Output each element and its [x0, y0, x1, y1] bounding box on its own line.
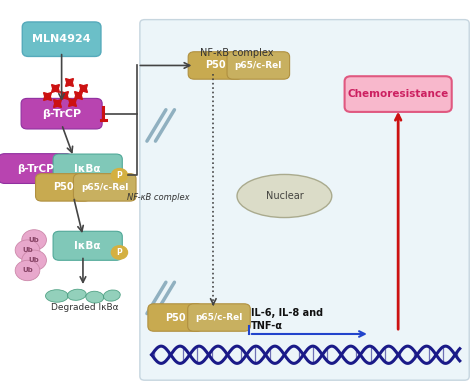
- Text: Degraded IκBα: Degraded IκBα: [51, 303, 118, 312]
- FancyBboxPatch shape: [148, 304, 203, 331]
- FancyBboxPatch shape: [73, 174, 136, 201]
- Text: P50: P50: [53, 182, 73, 192]
- FancyBboxPatch shape: [21, 98, 102, 129]
- Text: p65/c-Rel: p65/c-Rel: [235, 61, 282, 70]
- FancyBboxPatch shape: [53, 231, 122, 260]
- Text: p65/c-Rel: p65/c-Rel: [81, 183, 128, 192]
- Circle shape: [111, 169, 128, 182]
- Ellipse shape: [237, 174, 332, 218]
- FancyBboxPatch shape: [22, 22, 101, 56]
- Ellipse shape: [46, 290, 68, 302]
- FancyBboxPatch shape: [53, 154, 122, 183]
- Text: Ub: Ub: [22, 267, 33, 274]
- Text: NF-κB complex: NF-κB complex: [200, 48, 274, 58]
- FancyBboxPatch shape: [227, 52, 290, 79]
- Text: Chemoresistance: Chemoresistance: [347, 89, 449, 99]
- Circle shape: [22, 250, 46, 270]
- Text: NF-κB complex: NF-κB complex: [127, 194, 190, 202]
- Text: IL-6, IL-8 and
TNF-α: IL-6, IL-8 and TNF-α: [251, 308, 323, 331]
- Text: Ub: Ub: [29, 257, 39, 263]
- Text: Ub: Ub: [29, 237, 39, 243]
- Text: β-TrCP: β-TrCP: [17, 163, 54, 174]
- Text: p65/c-Rel: p65/c-Rel: [195, 313, 243, 322]
- FancyBboxPatch shape: [36, 174, 91, 201]
- FancyBboxPatch shape: [188, 304, 250, 331]
- FancyBboxPatch shape: [345, 76, 452, 112]
- FancyBboxPatch shape: [188, 52, 243, 79]
- Circle shape: [22, 230, 46, 250]
- FancyBboxPatch shape: [140, 20, 469, 380]
- Ellipse shape: [67, 289, 86, 300]
- Text: P: P: [117, 248, 122, 257]
- Text: β-TrCP: β-TrCP: [42, 109, 81, 119]
- Text: P50: P50: [205, 60, 226, 71]
- Text: P: P: [117, 171, 122, 180]
- Text: P50: P50: [165, 312, 186, 323]
- Circle shape: [15, 240, 40, 260]
- Text: IκBα: IκBα: [74, 163, 101, 174]
- Text: Nuclear: Nuclear: [265, 191, 303, 201]
- Ellipse shape: [86, 291, 104, 303]
- FancyBboxPatch shape: [0, 154, 73, 183]
- Text: IκBα: IκBα: [74, 241, 101, 251]
- Text: MLN4924: MLN4924: [32, 34, 91, 44]
- Ellipse shape: [103, 290, 120, 301]
- Circle shape: [111, 246, 128, 259]
- Text: Ub: Ub: [22, 247, 33, 253]
- Circle shape: [15, 260, 40, 281]
